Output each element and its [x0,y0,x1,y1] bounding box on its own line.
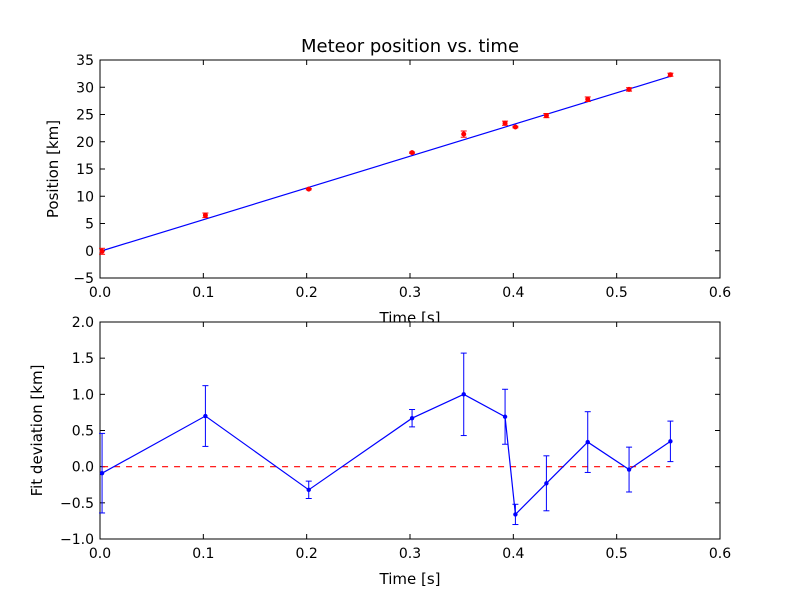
x-tick-label: 0.0 [89,546,111,562]
deviation-point [99,470,105,476]
x-tick-label: 0.1 [192,285,214,301]
y-tick-label: 0.5 [72,424,94,440]
x-tick-label: 0.3 [399,285,421,301]
deviation-point [513,512,518,517]
x-tick-label: 0.5 [606,285,628,301]
position-point [502,120,508,126]
deviation-plot: 0.0 0.1 0.2 0.3 0.4 0.5 0.6 −1.0 −0.5 0.0 0.5 1.0 1.… [28,315,731,588]
deviation-point [544,481,549,486]
y-tick-label: 25 [76,108,94,124]
deviation-point [203,413,208,419]
x-tick-label: 0.6 [709,285,731,301]
position-point [306,186,312,192]
deviation-point [502,414,508,419]
deviation-point [626,467,632,472]
position-point [585,96,591,102]
position-plot: 0.0 0.1 0.2 0.3 0.4 0.5 0.6−505101520253035Tim… [44,53,731,327]
y-tick-label: 0 [85,244,94,260]
deviation-point [461,392,466,397]
linear-fit-line [101,75,671,252]
deviation-point [668,439,673,444]
x-axis-label: Time [s] [379,570,441,588]
position-point [461,131,467,137]
y-tick-label: 2.0 [72,315,94,331]
position-point [543,113,549,119]
x-tick-label: 0.4 [502,546,524,562]
y-tick-label: −0.5 [60,496,94,512]
y-tick-label: 1.5 [72,351,94,367]
x-tick-label: 0.2 [296,285,318,301]
y-tick-label: 35 [76,53,94,69]
x-tick-label: 0.5 [606,546,628,562]
y-tick-label: 1.0 [72,387,94,403]
deviation-point [585,439,590,445]
x-tick-label: 0.1 [192,546,214,562]
x-tick-label: 0.2 [296,546,318,562]
chart-title: Meteor position vs. time [301,36,519,57]
x-tick-label: 0.3 [399,546,421,562]
position-point [626,86,632,92]
y-tick-label: 20 [76,135,94,151]
x-tick-label: 0.4 [502,285,524,301]
y-tick-label: −1.0 [60,532,94,548]
y-axis-label: Position [km] [44,120,62,218]
y-tick-label: 0.0 [72,460,94,476]
x-tick-label: 0.0 [89,285,111,301]
position-point [512,124,518,130]
deviation-point [306,487,311,493]
position-point [667,72,673,78]
y-tick-label: 10 [76,189,94,205]
y-tick-label: −5 [73,271,94,287]
y-tick-label: 15 [76,162,94,178]
x-tick-label: 0.6 [709,546,731,562]
y-tick-label: 30 [76,80,94,96]
axes-frame [99,321,721,540]
position-point [99,248,105,254]
axes-frame [99,59,721,279]
deviation-point [409,416,415,421]
position-point [409,150,415,156]
y-tick-label: 5 [85,217,94,233]
y-axis-label: Fit deviation [km] [28,365,46,497]
position-point [202,212,208,218]
